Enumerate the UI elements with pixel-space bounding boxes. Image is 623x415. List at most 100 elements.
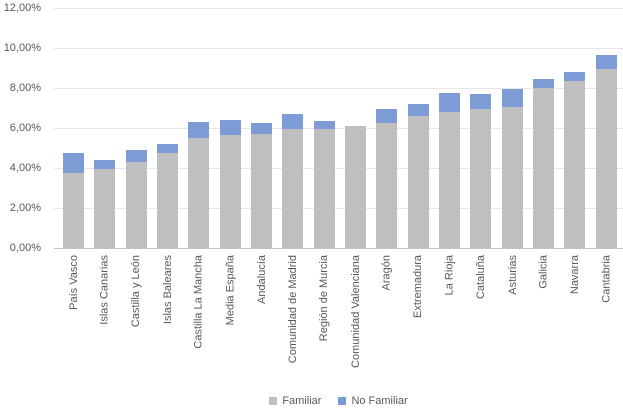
x-axis-slot: Media España xyxy=(215,255,246,393)
bar-group xyxy=(371,8,402,248)
x-axis-category-label: Aragón xyxy=(380,255,393,291)
x-axis-slot: Región de Murcia xyxy=(309,255,340,393)
bar-segment-no-familiar xyxy=(501,89,523,107)
legend-swatch-icon xyxy=(269,397,278,405)
x-axis-slot: Extremadura xyxy=(403,255,434,393)
bar-segment-familiar xyxy=(94,169,116,248)
x-axis-slot: Comunidad de Madrid xyxy=(277,255,308,393)
bar-group xyxy=(434,8,465,248)
gridline xyxy=(54,48,623,49)
bar-group xyxy=(246,8,277,248)
bar-group xyxy=(58,8,89,248)
bar-group xyxy=(183,8,214,248)
gridline xyxy=(54,88,623,89)
gridline xyxy=(54,8,623,9)
bar-group xyxy=(465,8,496,248)
bar-segment-no-familiar xyxy=(251,123,273,134)
bar-group xyxy=(121,8,152,248)
x-axis-category-label: Comunidad de Madrid xyxy=(286,255,299,364)
x-axis-category-label: Galicia xyxy=(537,255,550,289)
x-axis-category-label: Comunidad Valenciana xyxy=(349,255,362,368)
x-axis-category-label: Andalucía xyxy=(255,255,268,304)
bar-segment-no-familiar xyxy=(470,94,492,109)
bar-segment-familiar xyxy=(533,88,555,248)
x-axis-category-label: País Vasco xyxy=(67,255,80,310)
x-axis-category-label: Asturias xyxy=(506,255,519,295)
bar-segment-familiar xyxy=(439,112,461,248)
bar-group xyxy=(152,8,183,248)
bar-segment-familiar xyxy=(345,126,367,248)
x-axis-category-label: Islas Baleares xyxy=(161,255,174,325)
x-axis-category-label: La Rioja xyxy=(443,255,456,296)
bar-segment-no-familiar xyxy=(564,72,586,81)
x-axis-slot: La Rioja xyxy=(434,255,465,393)
y-axis: 12,00% 10,00% 8,00% 6,00% 4,00% 2,00% 0,00% xyxy=(0,2,41,254)
x-axis-category-label: Cantabria xyxy=(600,255,613,303)
bar-segment-no-familiar xyxy=(188,122,210,138)
x-axis-slot: Cataluña xyxy=(465,255,496,393)
x-axis-category-label: Castilla La Mancha xyxy=(192,255,205,349)
plot-area xyxy=(54,8,623,249)
bar-segment-familiar xyxy=(251,134,273,248)
gridline xyxy=(54,128,623,129)
bar-segment-familiar xyxy=(282,129,304,248)
bar-group xyxy=(403,8,434,248)
bar-group xyxy=(591,8,622,248)
bar-segment-no-familiar xyxy=(407,104,429,116)
x-axis-category-label: Región de Murcia xyxy=(318,255,331,342)
x-axis-category-label: Cataluña xyxy=(474,255,487,300)
legend-label: No Familiar xyxy=(351,395,408,407)
bar-segment-familiar xyxy=(157,153,179,248)
y-axis-tick-label: 6,00% xyxy=(9,122,41,134)
bar-segment-familiar xyxy=(219,135,241,248)
y-axis-tick-label: 12,00% xyxy=(3,2,41,14)
x-axis-category-label: Castilla y León xyxy=(130,255,143,328)
x-axis-category-label: Extremadura xyxy=(412,255,425,318)
bar-segment-no-familiar xyxy=(63,153,85,173)
x-axis-slot: País Vasco xyxy=(58,255,89,393)
x-axis-line xyxy=(54,248,623,249)
bar-segment-no-familiar xyxy=(219,120,241,135)
y-axis-tick-label: 8,00% xyxy=(9,82,41,94)
x-axis-slot: Navarra xyxy=(559,255,590,393)
bar-group xyxy=(309,8,340,248)
bar-group xyxy=(215,8,246,248)
x-axis-category-label: Islas Canarias xyxy=(99,255,111,325)
y-axis-tick-label: 10,00% xyxy=(3,42,41,54)
legend-swatch-icon xyxy=(338,397,347,405)
bar-group xyxy=(528,8,559,248)
bar-segment-no-familiar xyxy=(376,109,398,123)
bar-segment-no-familiar xyxy=(125,150,147,162)
bar-group xyxy=(89,8,120,248)
bar-segment-familiar xyxy=(407,116,429,248)
bar-segment-no-familiar xyxy=(439,93,461,112)
legend-item-no-familiar: No Familiar xyxy=(338,395,408,407)
legend-item-familiar: Familiar xyxy=(269,395,321,407)
bar-segment-familiar xyxy=(125,162,147,248)
x-axis-slot: Castilla y León xyxy=(121,255,152,393)
bar-segment-familiar xyxy=(63,173,85,248)
bar-segment-no-familiar xyxy=(533,79,555,88)
gridline xyxy=(54,208,623,209)
bar-segment-familiar xyxy=(501,107,523,248)
x-axis-slot: Aragón xyxy=(371,255,402,393)
x-axis-slot: Islas Baleares xyxy=(152,255,183,393)
x-axis-slot: Galicia xyxy=(528,255,559,393)
bar-segment-no-familiar xyxy=(313,121,335,129)
bar-group xyxy=(559,8,590,248)
bar-segment-familiar xyxy=(313,129,335,248)
bar-group xyxy=(340,8,371,248)
x-axis-slot: Castilla La Mancha xyxy=(183,255,214,393)
bar-segment-familiar xyxy=(376,123,398,248)
bar-segment-familiar xyxy=(564,81,586,248)
bar-segment-familiar xyxy=(188,138,210,248)
y-axis-tick-label: 4,00% xyxy=(9,162,41,174)
x-axis-slot: Andalucía xyxy=(246,255,277,393)
x-axis: País Vasco Islas Canarias Castilla y León I… xyxy=(58,255,622,393)
bars-container xyxy=(58,8,622,248)
bar-segment-no-familiar xyxy=(595,55,617,69)
x-axis-category-label: Media España xyxy=(224,255,237,326)
bar-segment-no-familiar xyxy=(94,160,116,169)
bar-segment-familiar xyxy=(595,69,617,248)
